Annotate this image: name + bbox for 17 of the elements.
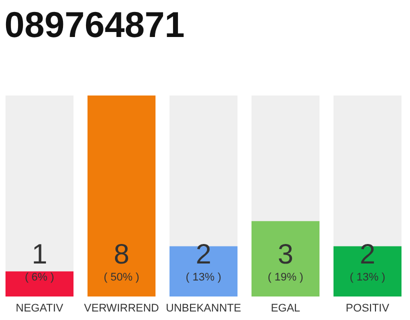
data-label: 1 [32,238,48,270]
x-tick-label: EGAL [270,302,300,314]
x-tick-label: UNBEKANNTE [166,302,242,314]
data-label: 2 [360,238,376,270]
chart-title: 089764871 [4,4,185,45]
x-tick-label: NEGATIV [16,302,64,314]
annotation: ( 50% ) [104,272,140,284]
annotation: ( 13% ) [186,272,222,284]
x-tick-label: VERWIRREND [84,302,160,314]
annotation: ( 13% ) [350,272,386,284]
bar [6,271,74,296]
x-tick-label: POSITIV [346,302,390,314]
data-label: 2 [196,238,212,270]
data-label: 3 [278,238,294,270]
annotation: ( 19% ) [268,272,304,284]
annotation: ( 6% ) [24,272,54,284]
data-label: 8 [114,238,130,270]
